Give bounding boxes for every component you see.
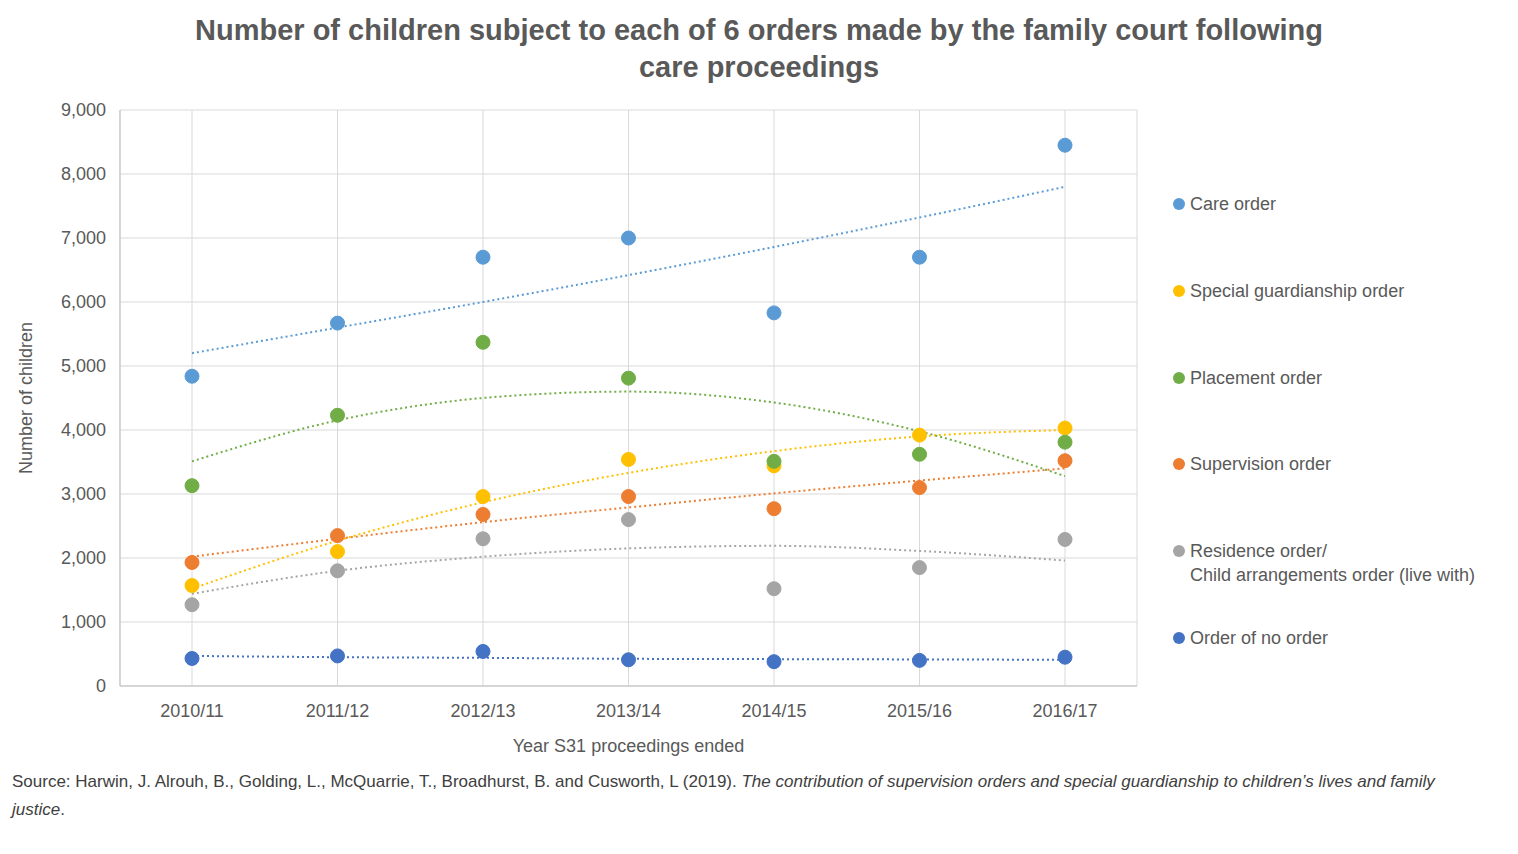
svg-text:3,000: 3,000: [61, 484, 106, 504]
svg-text:2,000: 2,000: [61, 548, 106, 568]
svg-text:7,000: 7,000: [61, 228, 106, 248]
svg-text:9,000: 9,000: [61, 100, 106, 120]
svg-text:1,000: 1,000: [61, 612, 106, 632]
svg-text:Number of children: Number of children: [16, 322, 36, 474]
html-text:Residence order/: Residence order/: [1190, 541, 1328, 561]
html-text:Care order: Care order: [1190, 194, 1276, 214]
svg-text:8,000: 8,000: [61, 164, 106, 184]
html-text:Placement order: Placement order: [1190, 368, 1323, 388]
svg-text:2016/17: 2016/17: [1032, 701, 1097, 721]
svg-text:2012/13: 2012/13: [450, 701, 515, 721]
html-text:Special guardianship order: Special guardianship order: [1190, 281, 1405, 301]
html-text:Supervision order: Supervision order: [1190, 454, 1332, 474]
html-text:care proceedings: care proceedings: [638, 51, 880, 83]
svg-text:0: 0: [96, 676, 106, 696]
svg-text:2013/14: 2013/14: [596, 701, 661, 721]
html-text:Number of children subject to: Number of children subject to each of 6 …: [195, 14, 1323, 46]
svg-text:6,000: 6,000: [61, 292, 106, 312]
svg-text:2010/11: 2010/11: [160, 701, 224, 721]
svg-text:2011/12: 2011/12: [306, 701, 370, 721]
svg-text:5,000: 5,000: [61, 356, 106, 376]
html-text:Source: Harwin, J. Alrouh, B.,: Source: Harwin, J. Alrouh, B., Golding, …: [12, 772, 1435, 819]
svg-text:2015/16: 2015/16: [887, 701, 952, 721]
svg-text:4,000: 4,000: [61, 420, 106, 440]
svg-text:Year S31 proceedings ended: Year S31 proceedings ended: [513, 736, 745, 756]
html-text:Child arrangements order (live: Child arrangements order (live with): [1190, 565, 1476, 585]
html-text:Order of no order: Order of no order: [1190, 628, 1329, 648]
svg-text:2014/15: 2014/15: [741, 701, 806, 721]
